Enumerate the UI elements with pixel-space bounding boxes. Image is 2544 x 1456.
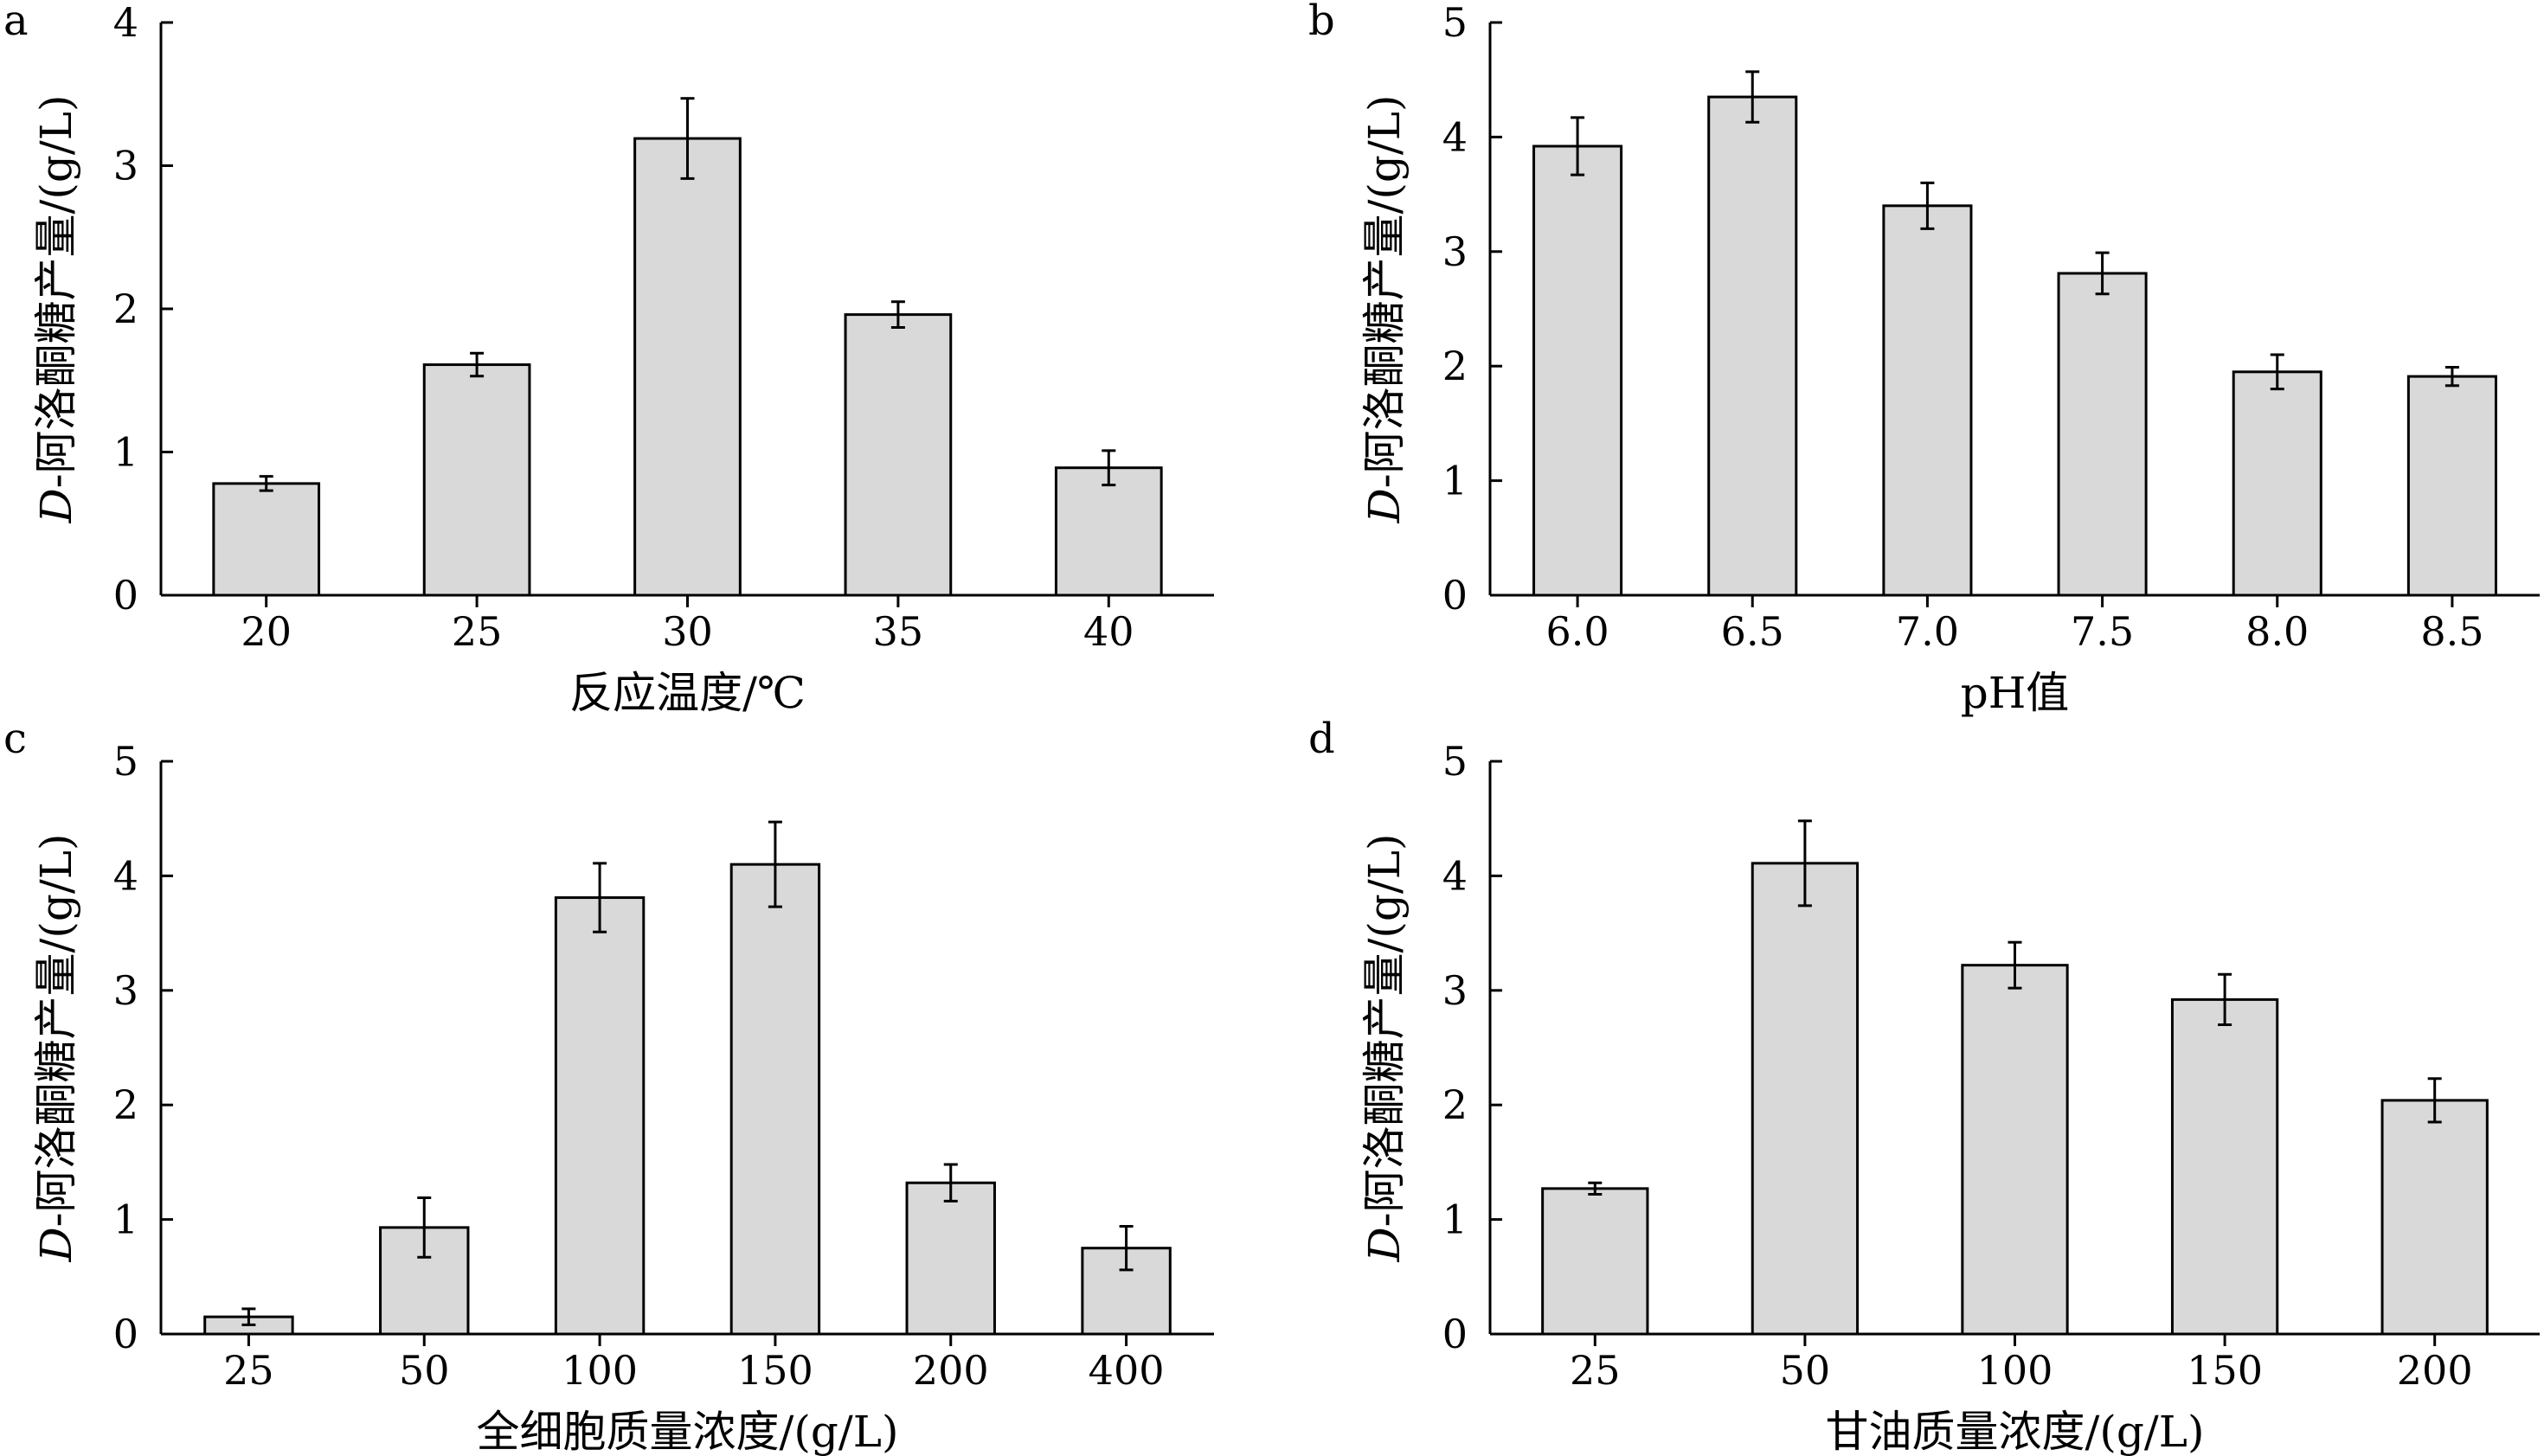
x-tick-label: 20 [241, 608, 292, 655]
x-tick-label: 40 [1083, 608, 1134, 655]
y-tick-label: 0 [1442, 572, 1468, 619]
x-tick-label: 400 [1089, 1347, 1165, 1394]
panel-letter: d [1308, 715, 1335, 763]
bar-7.0 [1882, 204, 1973, 597]
y-axis-label: D-阿洛酮糖产量/(g/L) [31, 95, 81, 524]
x-tick-label: 35 [873, 608, 924, 655]
panel-letter: c [3, 715, 27, 763]
x-tick-label: 50 [1780, 1347, 1831, 1394]
y-tick-label: 0 [113, 1311, 138, 1357]
y-tick-label: 1 [1442, 458, 1468, 504]
y-tick-label: 1 [1442, 1196, 1468, 1243]
y-axis-label-italic: D [31, 1227, 81, 1262]
bar-20 [212, 482, 321, 597]
y-tick-label: 3 [1442, 228, 1468, 275]
bar-25 [422, 363, 531, 597]
x-axis-label: 反应温度/℃ [569, 668, 806, 718]
y-axis-label-text: -阿洛酮糖产量/(g/L) [31, 834, 81, 1228]
x-tick-label: 150 [737, 1347, 813, 1394]
x-tick-label: 150 [2187, 1347, 2263, 1394]
y-tick-label: 4 [1442, 852, 1468, 899]
y-tick-label: 5 [113, 738, 138, 785]
y-axis-label-text: -阿洛酮糖产量/(g/L) [1359, 834, 1410, 1228]
x-tick-label: 30 [662, 608, 713, 655]
bar-30 [633, 137, 742, 597]
x-tick-label: 25 [1570, 1347, 1621, 1394]
chart-panel-a: a 0 1 2 3 4 20 25 30 35 40 反应温度/℃ D-阿洛酮糖产量/(g/L) [3, 0, 1214, 718]
x-tick-label: 6.5 [1721, 608, 1784, 655]
x-tick-label: 200 [913, 1347, 989, 1394]
x-tick-label: 8.5 [2420, 608, 2483, 655]
y-tick-label: 5 [1442, 0, 1468, 46]
y-tick-label: 4 [113, 852, 138, 899]
bar-200 [2380, 1099, 2489, 1336]
bar-150 [2170, 997, 2279, 1336]
x-tick-label: 100 [1977, 1347, 2053, 1394]
y-axis-label-italic: D [31, 488, 81, 523]
bar-6.5 [1707, 95, 1798, 597]
bar-100 [554, 896, 646, 1336]
panel-letter: b [1308, 0, 1335, 45]
y-tick-label: 0 [113, 572, 138, 619]
y-tick-label: 3 [1442, 967, 1468, 1014]
y-tick-label: 2 [113, 285, 138, 332]
bar-7.5 [2057, 272, 2148, 597]
x-tick-label: 8.0 [2245, 608, 2309, 655]
bar-8.0 [2232, 370, 2322, 597]
x-axis-label: pH值 [1961, 668, 2070, 718]
y-tick-label: 1 [113, 429, 138, 476]
x-tick-label: 7.0 [1896, 608, 1959, 655]
bar-6.0 [1532, 144, 1623, 597]
panel-letter: a [3, 0, 29, 45]
y-tick-label: 4 [113, 0, 138, 46]
x-tick-label: 50 [399, 1347, 450, 1394]
y-tick-label: 5 [1442, 738, 1468, 785]
y-axis-label: D-阿洛酮糖产量/(g/L) [1359, 95, 1410, 524]
x-axis-label: 甘油质量浓度/(g/L) [1826, 1407, 2205, 1456]
y-tick-label: 2 [1442, 1081, 1468, 1128]
y-axis-label: D-阿洛酮糖产量/(g/L) [31, 834, 81, 1263]
chart-panel-b: b 0 1 2 3 4 5 6.0 6.5 7.0 7.5 8.0 8.5 pH值 D-阿洛酮糖产量/(g/… [1308, 0, 2540, 718]
y-tick-label: 1 [113, 1196, 138, 1243]
y-tick-label: 3 [113, 143, 138, 189]
y-tick-label: 2 [1442, 343, 1468, 389]
bar-25 [1541, 1187, 1649, 1336]
x-tick-label: 6.0 [1546, 608, 1609, 655]
bar-150 [729, 863, 821, 1336]
y-tick-label: 2 [113, 1081, 138, 1128]
bar-40 [1054, 466, 1163, 597]
x-tick-label: 25 [452, 608, 503, 655]
y-tick-label: 0 [1442, 1311, 1468, 1357]
y-tick-label: 3 [113, 967, 138, 1014]
x-tick-label: 25 [223, 1347, 274, 1394]
bar-50 [1751, 862, 1860, 1336]
y-tick-label: 4 [1442, 113, 1468, 160]
bar-8.5 [2406, 375, 2497, 597]
bar-35 [844, 313, 953, 597]
x-tick-label: 7.5 [2071, 608, 2134, 655]
x-tick-label: 200 [2397, 1347, 2473, 1394]
bar-200 [905, 1181, 996, 1336]
y-axis-label-italic: D [1359, 488, 1410, 523]
chart-panel-c: c 0 1 2 3 4 5 25 50 100 150 200 400 全细胞质量浓度/(g/L) D-阿洛… [3, 715, 1214, 1456]
chart-panel-d: d 0 1 2 3 4 5 25 50 100 150 200 甘油质量浓度/(g/L) D-阿洛酮糖产量… [1308, 715, 2540, 1456]
y-axis-label-text: -阿洛酮糖产量/(g/L) [1359, 95, 1410, 489]
x-axis-label: 全细胞质量浓度/(g/L) [477, 1407, 899, 1456]
y-axis-label-text: -阿洛酮糖产量/(g/L) [31, 95, 81, 489]
x-tick-label: 100 [562, 1347, 638, 1394]
bar-100 [1961, 964, 2069, 1336]
y-axis-label: D-阿洛酮糖产量/(g/L) [1359, 834, 1410, 1263]
y-axis-label-italic: D [1359, 1227, 1410, 1262]
